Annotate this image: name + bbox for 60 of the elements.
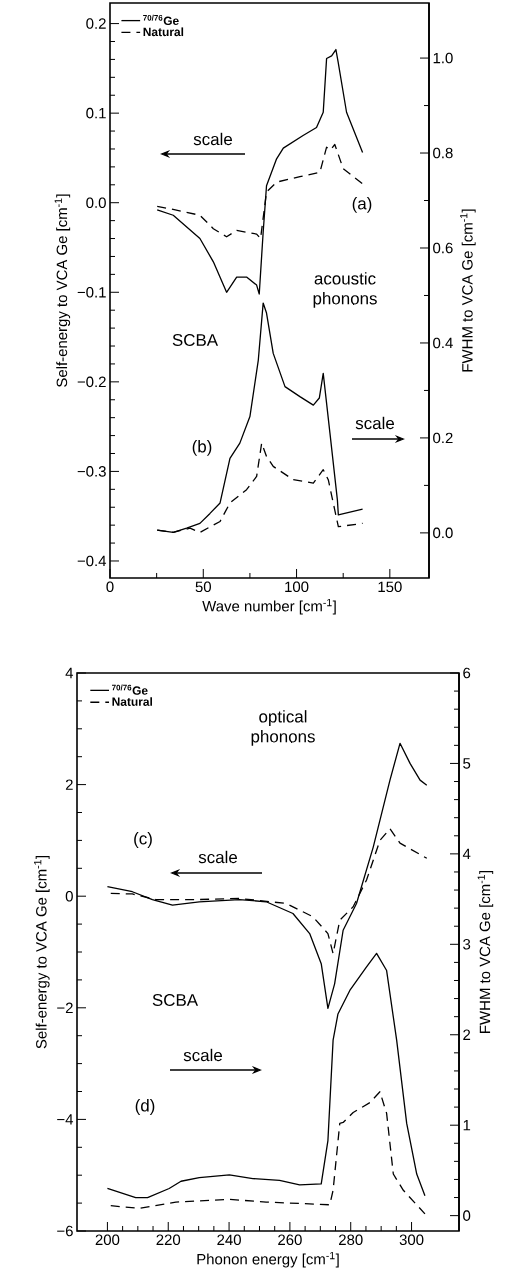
- y2-tick-label: 1: [463, 1120, 471, 1131]
- legend-label: $^{70/76}$Ge: [112, 684, 148, 695]
- annotation: (d): [135, 1099, 155, 1115]
- annotation: SCBA: [172, 333, 219, 346]
- y2-tick-label: 0.4: [433, 337, 453, 349]
- y2-tick-label: 2: [463, 1029, 471, 1040]
- y-tick-label: −2: [57, 1002, 73, 1014]
- annotation: scale: [183, 1048, 223, 1062]
- y-tick-label: 2: [65, 779, 73, 790]
- x-tick-label: 150: [378, 581, 402, 593]
- y-tick-label: −4: [57, 1114, 74, 1125]
- y-tick-label: 0.0: [86, 197, 106, 208]
- y-tick-label: 4: [65, 667, 74, 679]
- y2-tick-label: 0.6: [433, 242, 453, 254]
- x-tick-label: 240: [217, 1234, 241, 1246]
- annotation: (a): [352, 197, 372, 213]
- y-axis-title: Self-energy to VCA Ge [cm$^{-1}$]: [34, 855, 50, 1049]
- y2-tick-label: 0.0: [433, 527, 453, 539]
- y-tick-label: −0.4: [77, 555, 107, 567]
- annotation: scale: [193, 132, 233, 146]
- x-axis-title: Phonon energy [cm$^{-1}$]: [197, 1251, 339, 1268]
- y2-tick-label: 0.2: [433, 432, 453, 444]
- legend-label: Natural: [112, 697, 152, 706]
- y2-axis-title: FWHM to VCA Ge [cm$^{-1}$]: [477, 870, 494, 1033]
- x-tick-label: 280: [339, 1234, 363, 1246]
- x-tick-label: 300: [399, 1234, 424, 1246]
- annotation: (c): [134, 832, 152, 848]
- x-tick-label: 100: [285, 581, 309, 593]
- annotation: acoustic phonons: [313, 272, 377, 308]
- y-tick-label: −0.3: [77, 466, 106, 477]
- y2-tick-label: 4: [462, 848, 471, 860]
- y2-axis-title: FWHM to VCA Ge [cm$^{-1}$]: [460, 209, 476, 372]
- x-tick-label: 0: [106, 581, 114, 593]
- annotation: (b): [192, 440, 212, 456]
- y-tick-label: −6: [57, 1225, 73, 1237]
- y2-tick-label: 0.8: [433, 147, 453, 159]
- line-series: [106, 952, 426, 1199]
- annotation: scale: [198, 850, 238, 864]
- x-tick-label: 50: [195, 581, 211, 593]
- y-tick-label: 0.1: [86, 107, 106, 119]
- y2-tick-label: 1.0: [433, 52, 453, 64]
- y2-tick-label: 6: [463, 667, 471, 679]
- annotation: optical phonons: [251, 710, 315, 746]
- x-tick-label: 260: [278, 1234, 302, 1246]
- legend-label: $^{70/76}$Ge: [143, 14, 179, 26]
- y2-tick-label: 0: [463, 1210, 471, 1221]
- y-axis-title: Self-energy to VCA Ge [cm$^{-1}$]: [54, 194, 71, 387]
- line-series: [110, 1091, 426, 1215]
- annotation: scale: [355, 416, 395, 430]
- y2-tick-label: 5: [463, 758, 471, 769]
- y-tick-label: 0: [65, 890, 73, 902]
- x-tick-label: 220: [156, 1234, 181, 1246]
- y-tick-label: 0.2: [86, 18, 106, 29]
- x-axis-title: Wave number [cm$^{-1}$]: [202, 598, 336, 615]
- y-tick-label: −0.1: [77, 286, 106, 298]
- y-tick-label: −0.2: [77, 376, 106, 388]
- annotation: SCBA: [152, 994, 199, 1006]
- x-tick-label: 200: [95, 1234, 120, 1246]
- legend-label: Natural: [143, 27, 184, 37]
- y2-tick-label: 3: [463, 939, 471, 950]
